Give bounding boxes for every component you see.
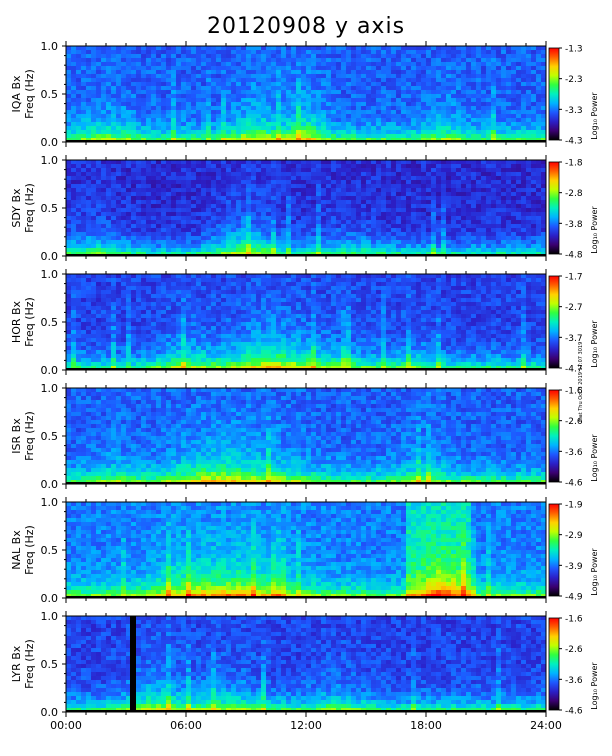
y-tick-label: 0.5 [41, 544, 59, 557]
colorbar-tick-label: -4.3 [565, 137, 583, 147]
y-tick-label: 0.0 [41, 136, 59, 149]
colorbar-tick-label: -2.6 [565, 417, 583, 427]
spectrogram-raster [66, 502, 547, 599]
colorbar-tick-label: -3.6 [565, 448, 583, 458]
station-label: LYR Bx [10, 645, 23, 682]
colorbar-tick-label: -3.9 [565, 562, 583, 572]
spectrogram-raster [66, 616, 547, 713]
panel-hor: 1.0 0.5 0.0 HOR Bx Freq (Hz) -1.7 -2.7 -3.7 -4.7… [10, 268, 599, 377]
x-tick-label: 18:00 [410, 719, 442, 732]
colorbar-tick-label: -2.7 [565, 303, 583, 313]
colorbar-tick-label: -4.6 [565, 707, 583, 717]
colorbar [548, 503, 560, 597]
y-tick-label: 0.5 [41, 658, 59, 671]
colorbar-label: Log₁₀ Power [590, 206, 599, 254]
y-tick-label: 0.5 [41, 316, 59, 329]
colorbar-tick-label: -1.8 [565, 159, 583, 169]
colorbar-tick-label: -2.6 [565, 645, 583, 655]
freq-axis-label: Freq (Hz) [23, 297, 36, 347]
panel-iqa: 1.0 0.5 0.0 IQA Bx Freq (Hz) -1.3 -2.3 -3.3 -4.3… [10, 40, 599, 149]
y-tick-label: 1.0 [41, 268, 59, 281]
y-tick-label: 0.5 [41, 88, 59, 101]
panel-lyr: 1.0 0.5 0.0 LYR Bx Freq (Hz) -1.6 -2.6 -3.6 -4.6… [10, 610, 599, 719]
y-tick-label: 0.5 [41, 430, 59, 443]
x-tick-label: 24:00 [530, 719, 562, 732]
figure-title: 20120908 y axis [206, 14, 406, 39]
colorbar-label: Log₁₀ Power [590, 320, 599, 368]
spectrogram-raster [66, 46, 547, 143]
panel-isr: 1.0 0.5 0.0 ISR Bx Freq (Hz) -1.6 -2.6 -3.6 -4.6… [10, 382, 599, 491]
y-tick-label: 1.0 [41, 40, 59, 53]
station-label: ISR Bx [10, 418, 23, 454]
station-label: IQA Bx [10, 75, 23, 112]
freq-axis-label: Freq (Hz) [23, 69, 36, 119]
colorbar [548, 275, 560, 369]
colorbar [548, 161, 560, 255]
spectrogram-raster [66, 274, 547, 371]
freq-axis-label: Freq (Hz) [23, 525, 36, 575]
colorbar-tick-label: -4.6 [565, 479, 583, 489]
colorbar-tick-label: -3.7 [565, 334, 583, 344]
y-tick-label: 0.0 [41, 706, 59, 719]
station-label: HOR Bx [10, 300, 23, 343]
colorbar-tick-label: -2.3 [565, 75, 583, 85]
colorbar-label: Log₁₀ Power [590, 434, 599, 482]
y-tick-label: 0.0 [41, 478, 59, 491]
colorbar-tick-label: -4.8 [565, 251, 583, 261]
colorbar [548, 389, 560, 483]
colorbar-tick-label: -1.3 [565, 45, 583, 55]
y-tick-label: 1.0 [41, 382, 59, 395]
side-note: mat Thu Oct 3 2019 17:07 3019 [578, 342, 584, 423]
colorbar-tick-label: -3.6 [565, 676, 583, 686]
colorbar-tick-label: -1.7 [565, 273, 583, 283]
y-tick-label: 1.0 [41, 154, 59, 167]
colorbar [548, 47, 560, 141]
y-tick-label: 1.0 [41, 496, 59, 509]
x-tick-label: 06:00 [170, 719, 202, 732]
colorbar-tick-label: -1.9 [565, 501, 583, 511]
colorbar [548, 617, 560, 711]
y-tick-label: 1.0 [41, 610, 59, 623]
colorbar-tick-label: -1.6 [565, 615, 583, 625]
spectrogram-raster [66, 388, 547, 485]
y-tick-label: 0.0 [41, 250, 59, 263]
colorbar-label: Log₁₀ Power [590, 662, 599, 710]
colorbar-tick-label: -2.8 [565, 189, 583, 199]
colorbar-label: Log₁₀ Power [590, 548, 599, 596]
panel-sdy: 1.0 0.5 0.0 SDY Bx Freq (Hz) -1.8 -2.8 -3.8 -4.8… [10, 154, 599, 263]
y-tick-label: 0.0 [41, 364, 59, 377]
freq-axis-label: Freq (Hz) [23, 183, 36, 233]
spectrogram-raster [66, 160, 547, 257]
freq-axis-label: Freq (Hz) [23, 411, 36, 461]
y-tick-label: 0.0 [41, 592, 59, 605]
x-tick-label: 00:00 [50, 719, 82, 732]
colorbar-tick-label: -3.3 [565, 106, 583, 116]
data-gap [130, 616, 136, 712]
colorbar-tick-label: -1.6 [565, 387, 583, 397]
freq-axis-label: Freq (Hz) [23, 639, 36, 689]
panel-nal: 1.0 0.5 0.0 NAL Bx Freq (Hz) -1.9 -2.9 -3.9 -4.9… [10, 496, 599, 605]
colorbar-tick-label: -4.9 [565, 593, 583, 603]
colorbar-label: Log₁₀ Power [590, 92, 599, 140]
colorbar-tick-label: -3.8 [565, 220, 583, 230]
colorbar-tick-label: -4.7 [565, 365, 583, 375]
station-label: NAL Bx [10, 530, 23, 570]
x-tick-label: 12:00 [290, 719, 322, 732]
colorbar-tick-label: -2.9 [565, 531, 583, 541]
y-tick-label: 0.5 [41, 202, 59, 215]
station-label: SDY Bx [10, 188, 23, 228]
